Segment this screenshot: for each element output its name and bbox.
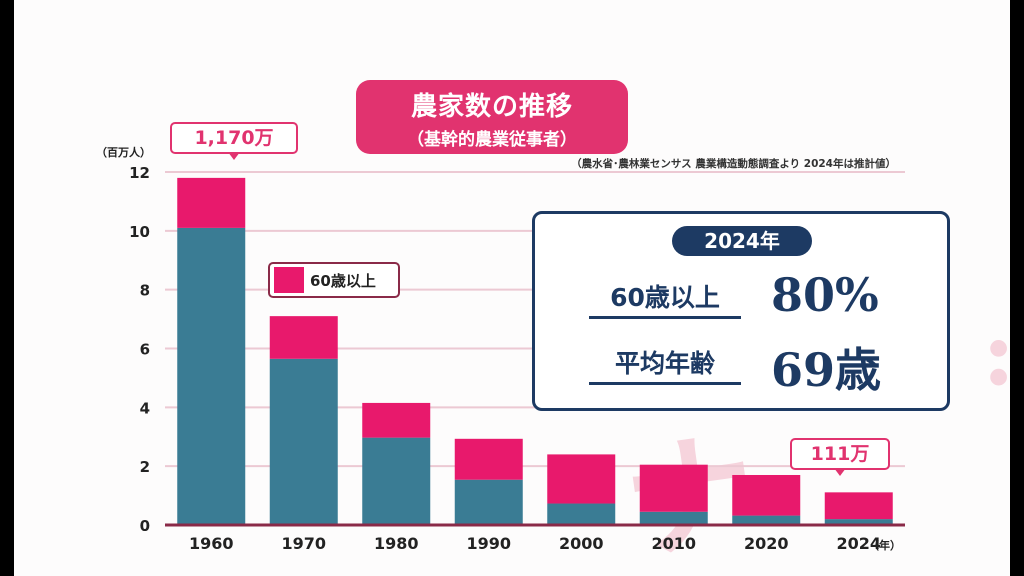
summary-panel: 2024年 60歳以上 80% 平均年齢 69歳 xyxy=(532,211,950,411)
bar-under-60 xyxy=(824,519,893,525)
bar-60-and-over xyxy=(824,492,893,520)
chart-subtitle: （基幹的農業従事者） xyxy=(407,130,577,150)
x-tick-label: 2010 xyxy=(651,534,696,553)
y-tick-label: 10 xyxy=(129,223,150,241)
chart-title-box: 農家数の推移 （基幹的農業従事者） xyxy=(356,80,628,154)
x-axis-unit: （年） xyxy=(868,538,901,552)
source-note: （農水省･農林業センサス 農業構造動態調査より 2024年は推計値） xyxy=(571,158,896,170)
legend-swatch xyxy=(274,267,304,293)
stat-value-over60: 80% xyxy=(771,268,879,322)
y-tick-label: 4 xyxy=(140,399,150,417)
bar-60-and-over xyxy=(547,454,616,504)
callout-1960: 1,170万 xyxy=(170,122,298,160)
stat-label-over60: 60歳以上 xyxy=(589,278,741,319)
y-tick-label: 8 xyxy=(140,282,150,300)
callout-2024: 111万 xyxy=(790,438,890,476)
bar-60-and-over xyxy=(639,464,708,512)
x-tick-label: 2024 xyxy=(836,534,881,553)
chart-title: 農家数の推移 xyxy=(410,92,573,122)
bar-60-and-over xyxy=(732,474,801,516)
bar-under-60 xyxy=(732,515,801,525)
y-tick-label: 6 xyxy=(140,341,150,359)
legend-label: 60歳以上 xyxy=(310,271,376,290)
x-tick-label: 1970 xyxy=(281,534,326,553)
bar-60-and-over xyxy=(454,438,523,480)
legend: 60歳以上 xyxy=(268,262,400,298)
bar-60-and-over xyxy=(177,177,246,228)
x-tick-label: 2000 xyxy=(559,534,604,553)
bar-under-60 xyxy=(177,227,246,525)
stat-label-average-age: 平均年齢 xyxy=(589,344,741,385)
stat-value-average-age: 69歳 xyxy=(771,343,882,397)
background-decoration: : xyxy=(982,300,1010,406)
panel-year-badge: 2024年 xyxy=(672,226,812,256)
bar-under-60 xyxy=(547,503,616,525)
bar-under-60 xyxy=(269,358,338,525)
bar-60-and-over xyxy=(362,402,431,438)
x-tick-label: 2020 xyxy=(744,534,789,553)
y-axis-unit: （百万人） xyxy=(96,146,151,159)
y-tick-label: 12 xyxy=(129,164,150,182)
bar-under-60 xyxy=(362,437,431,525)
bar-under-60 xyxy=(639,511,708,525)
y-tick-label: 2 xyxy=(140,458,150,476)
x-tick-label: 1980 xyxy=(374,534,419,553)
bar-under-60 xyxy=(454,479,523,525)
x-tick-label: 1960 xyxy=(189,534,234,553)
bar-60-and-over xyxy=(269,316,338,359)
x-tick-label: 1990 xyxy=(466,534,511,553)
y-tick-label: 0 xyxy=(140,517,150,535)
